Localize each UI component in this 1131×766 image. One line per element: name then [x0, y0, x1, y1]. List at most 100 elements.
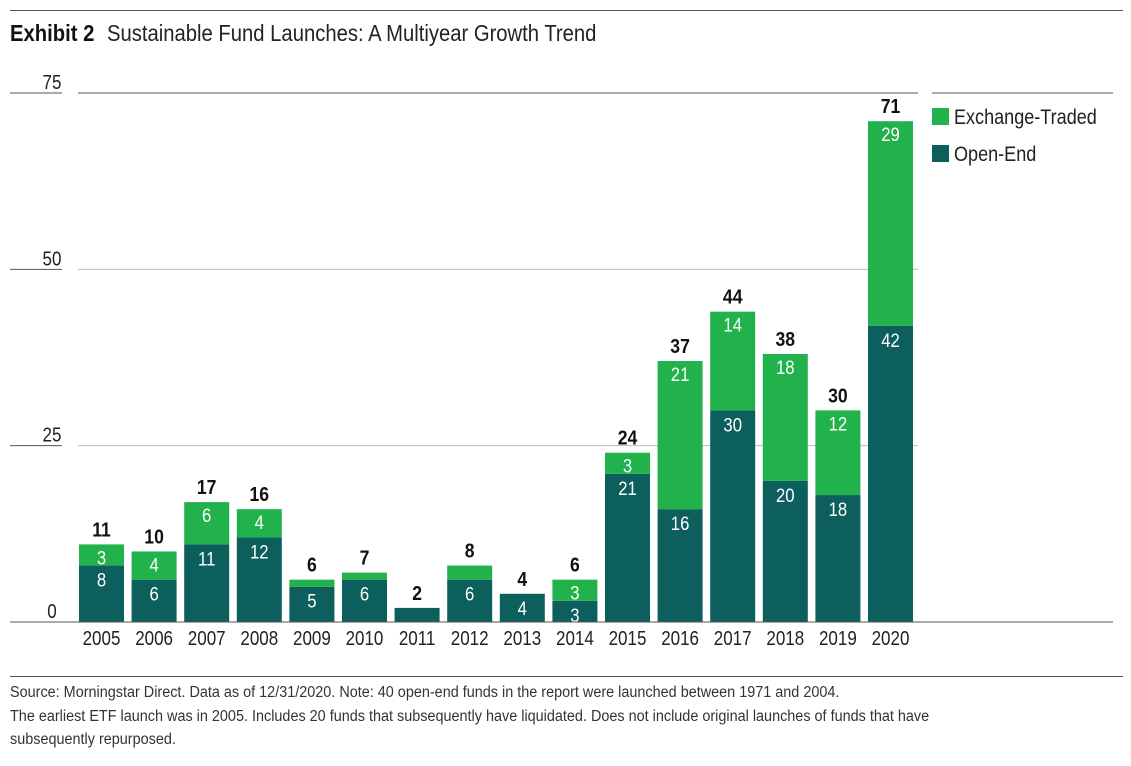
data-label-open-end: 5	[307, 591, 316, 612]
data-label-total: 10	[144, 525, 164, 547]
title-text: Sustainable Fund Launches: A Multiyear G…	[107, 20, 597, 46]
data-label-total: 7	[360, 547, 370, 569]
data-label-open-end: 42	[881, 330, 900, 351]
data-label-total: 38	[776, 328, 796, 350]
x-tick-label: 2005	[83, 627, 121, 650]
x-tick-label: 2016	[661, 627, 699, 650]
x-tick-label: 2020	[872, 627, 910, 650]
legend-label: Open-End	[954, 143, 1036, 167]
top-rule	[10, 10, 1123, 11]
bar-open-end	[762, 480, 808, 622]
x-tick-label: 2008	[240, 627, 278, 650]
data-label-open-end: 6	[149, 584, 158, 605]
chart-title: Exhibit 2 Sustainable Fund Launches: A M…	[10, 20, 596, 47]
bar-exchange-traded	[552, 579, 598, 601]
bar-open-end	[552, 600, 598, 622]
data-label-total: 8	[465, 540, 475, 562]
footnote-line-1: Source: Morningstar Direct. Data as of 1…	[10, 684, 840, 701]
data-label-total: 71	[881, 95, 901, 117]
data-label-total: 6	[307, 554, 317, 576]
y-tick-label: 50	[43, 247, 62, 270]
data-label-open-end: 12	[250, 541, 269, 562]
data-label-total: 24	[618, 427, 638, 449]
data-label-open-end: 3	[570, 605, 579, 626]
bar-exchange-traded	[79, 544, 124, 566]
data-label-exchange-traded: 4	[149, 554, 158, 575]
data-label-open-end: 6	[465, 584, 474, 605]
x-tick-label: 2010	[346, 627, 384, 650]
bar-exchange-traded	[605, 452, 650, 474]
bar-exchange-traded	[289, 579, 335, 587]
data-label-exchange-traded: 3	[570, 583, 579, 604]
data-label-exchange-traded: 3	[97, 547, 106, 568]
bar-exchange-traded	[868, 121, 913, 326]
data-label-exchange-traded: 6	[202, 505, 211, 526]
bar-exchange-traded	[447, 565, 493, 580]
data-label-open-end: 21	[618, 478, 637, 499]
data-label-exchange-traded: 4	[255, 512, 264, 533]
bar-open-end	[131, 579, 177, 622]
bar-open-end	[342, 579, 387, 622]
x-tick-label: 2006	[135, 627, 173, 650]
bar-exchange-traded	[762, 353, 808, 481]
x-tick-label: 2014	[556, 627, 594, 650]
data-label-total: 17	[197, 476, 217, 498]
data-label-total: 44	[723, 286, 743, 308]
x-tick-label: 2017	[714, 627, 752, 650]
bar-open-end	[605, 473, 650, 622]
bar-open-end	[499, 593, 545, 622]
x-tick-label: 2007	[188, 627, 226, 650]
data-label-open-end: 20	[776, 485, 795, 506]
x-tick-label: 2018	[766, 627, 804, 650]
data-label-open-end: 16	[671, 513, 690, 534]
data-label-total: 11	[92, 518, 111, 540]
bar-exchange-traded	[184, 502, 230, 545]
legend-swatch	[932, 108, 949, 125]
x-tick-label: 2013	[503, 627, 541, 650]
x-tick-label: 2012	[451, 627, 489, 650]
data-label-exchange-traded: 14	[723, 315, 742, 336]
bar-exchange-traded	[710, 311, 756, 411]
data-label-total: 37	[670, 335, 690, 357]
footnote-line-3: subsequently repurposed.	[10, 731, 176, 748]
bar-open-end	[79, 565, 124, 622]
footnote-line-2: The earliest ETF launch was in 2005. Inc…	[10, 707, 930, 725]
data-label-open-end: 18	[829, 499, 848, 520]
x-tick-label: 2011	[399, 627, 436, 650]
x-tick-label: 2009	[293, 627, 331, 650]
bar-open-end	[394, 607, 440, 622]
data-label-open-end: 11	[198, 548, 215, 569]
data-label-open-end: 8	[97, 570, 106, 591]
legend-label: Exchange-Traded	[954, 106, 1097, 130]
bar-open-end	[289, 586, 335, 622]
data-label-open-end: 30	[723, 414, 742, 435]
data-label-total: 2	[412, 582, 422, 604]
bar-open-end	[815, 495, 861, 622]
data-label-open-end: 4	[518, 598, 527, 619]
bar-open-end	[868, 325, 913, 622]
bar-exchange-traded	[236, 509, 282, 538]
data-label-exchange-traded: 3	[623, 456, 632, 477]
y-tick-label: 25	[43, 423, 62, 446]
bar-open-end	[657, 509, 703, 622]
x-tick-label: 2019	[819, 627, 857, 650]
bar-exchange-traded	[131, 551, 177, 580]
y-tick-label: 75	[43, 71, 62, 94]
bottom-rule	[10, 676, 1123, 677]
bar-exchange-traded	[657, 361, 703, 510]
bar-open-end	[710, 410, 756, 622]
footnote: Source: Morningstar Direct. Data as of 1…	[10, 681, 1120, 752]
bar-open-end	[236, 537, 282, 622]
y-tick-label: 0	[47, 600, 56, 623]
data-label-exchange-traded: 29	[881, 124, 900, 145]
data-label-open-end: 6	[360, 584, 369, 605]
exhibit-label: Exhibit 2	[10, 20, 95, 46]
bar-open-end	[184, 544, 230, 622]
data-label-exchange-traded: 12	[829, 413, 848, 434]
bar-exchange-traded	[342, 572, 387, 580]
x-tick-label: 2015	[609, 627, 647, 650]
bar-exchange-traded	[815, 410, 861, 496]
bar-open-end	[447, 579, 493, 622]
data-label-total: 6	[570, 554, 580, 576]
